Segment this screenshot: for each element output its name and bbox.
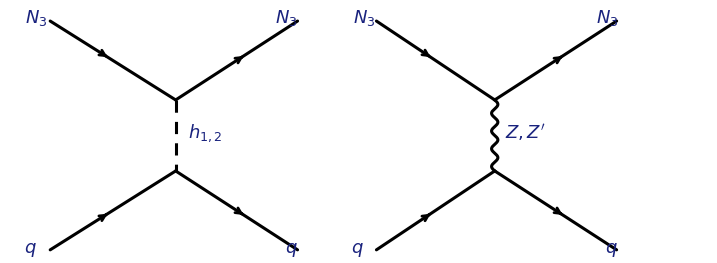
Text: $h_{1,2}$: $h_{1,2}$ bbox=[188, 122, 222, 144]
Text: $N_3$: $N_3$ bbox=[596, 8, 618, 28]
Text: $q$: $q$ bbox=[24, 241, 37, 259]
Text: $q$: $q$ bbox=[351, 241, 364, 259]
Text: $q$: $q$ bbox=[285, 241, 298, 259]
Text: $N_3$: $N_3$ bbox=[275, 8, 298, 28]
Text: $N_3$: $N_3$ bbox=[353, 8, 375, 28]
Text: $q$: $q$ bbox=[605, 241, 618, 259]
Text: $N_3$: $N_3$ bbox=[25, 8, 47, 28]
Text: $Z, Z^{\prime}$: $Z, Z^{\prime}$ bbox=[505, 122, 546, 143]
